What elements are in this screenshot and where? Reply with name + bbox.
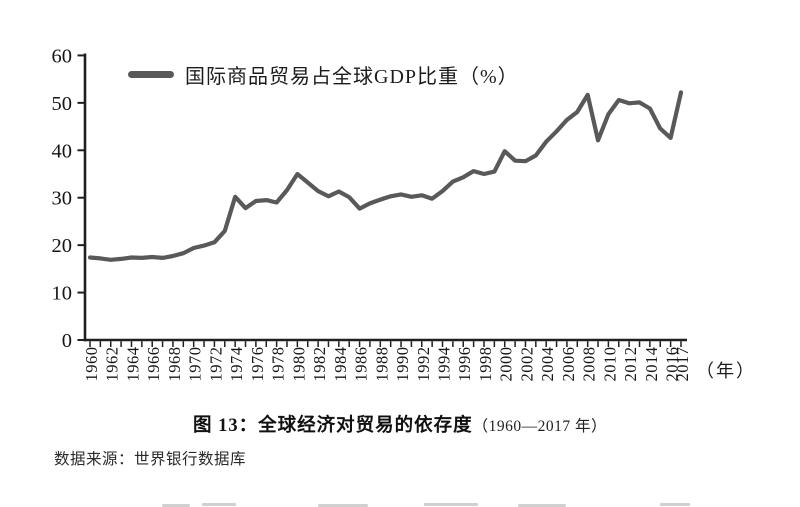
figure-caption: 图 13：全球经济对贸易的依存度（1960—2017 年） (0, 411, 800, 437)
x-tick-label: 1982 (310, 347, 329, 382)
y-tick-label: 50 (52, 93, 73, 115)
x-tick-label: 1994 (435, 347, 454, 382)
y-tick-label: 40 (52, 140, 73, 162)
figure-caption-title: 图 13：全球经济对贸易的依存度 (192, 416, 473, 436)
chart-legend: 国际商品贸易占全球GDP比重（%） (128, 60, 519, 89)
x-tick-label: 2000 (497, 347, 516, 382)
x-tick-label: 1984 (331, 347, 350, 382)
x-tick-label: 1966 (144, 347, 163, 382)
y-tick-label: 20 (52, 235, 73, 257)
cutoff-text-fragment (162, 504, 190, 507)
cutoff-text-fragment (318, 504, 368, 507)
x-tick-label: 1998 (476, 347, 495, 382)
legend-line-swatch (128, 71, 174, 78)
y-tick-label: 60 (52, 45, 73, 67)
legend-label: 国际商品贸易占全球GDP比重（%） (185, 66, 519, 88)
x-tick-label: 2012 (621, 347, 640, 382)
x-tick-label: 1962 (103, 347, 122, 382)
x-tick-label: 1988 (372, 347, 391, 382)
x-tick-label: 2010 (600, 347, 619, 382)
x-tick-label: 1970 (186, 347, 205, 382)
x-tick-label: 1974 (227, 347, 246, 382)
cutoff-text-fragment (660, 503, 690, 506)
x-tick-label: 1978 (269, 347, 288, 382)
cutoff-text-fragment (424, 503, 478, 506)
x-axis-unit-label: （年） (696, 361, 756, 381)
x-tick-label: 1972 (206, 347, 225, 382)
x-tick-label: 2008 (580, 347, 599, 382)
x-tick-label: 2006 (559, 347, 578, 382)
x-tick-label: 1968 (165, 347, 184, 382)
x-tick-label: 2002 (518, 347, 537, 382)
trade-share-line (87, 90, 684, 262)
x-tick-label: 1976 (248, 347, 267, 382)
y-tick-label: 30 (52, 188, 73, 210)
y-tick-label: 10 (52, 283, 73, 305)
x-tick-label: 1964 (124, 347, 143, 382)
x-tick-label: 1980 (289, 347, 308, 382)
cutoff-text-fragment (202, 503, 236, 506)
y-tick-label: 0 (62, 330, 72, 352)
cutoff-text-fragment (518, 504, 566, 507)
x-tick-label: 2014 (642, 347, 661, 382)
x-tick-label: 1990 (393, 347, 412, 382)
x-tick-label: 1992 (414, 347, 433, 382)
data-source-note: 数据来源：世界银行数据库 (54, 451, 247, 468)
x-tick-label: 2017 (673, 347, 692, 382)
x-tick-label: 1986 (352, 347, 371, 382)
figure-caption-range: （1960—2017 年） (472, 418, 608, 435)
x-tick-label: 2004 (538, 347, 557, 382)
x-tick-label: 1996 (455, 347, 474, 382)
x-tick-label: 2016 (663, 347, 682, 382)
chart-area: 0 10 20 30 40 50 60 1960 1962 1964 1966 1968 1970 197… (52, 45, 756, 382)
x-tick-label: 1960 (82, 347, 101, 382)
